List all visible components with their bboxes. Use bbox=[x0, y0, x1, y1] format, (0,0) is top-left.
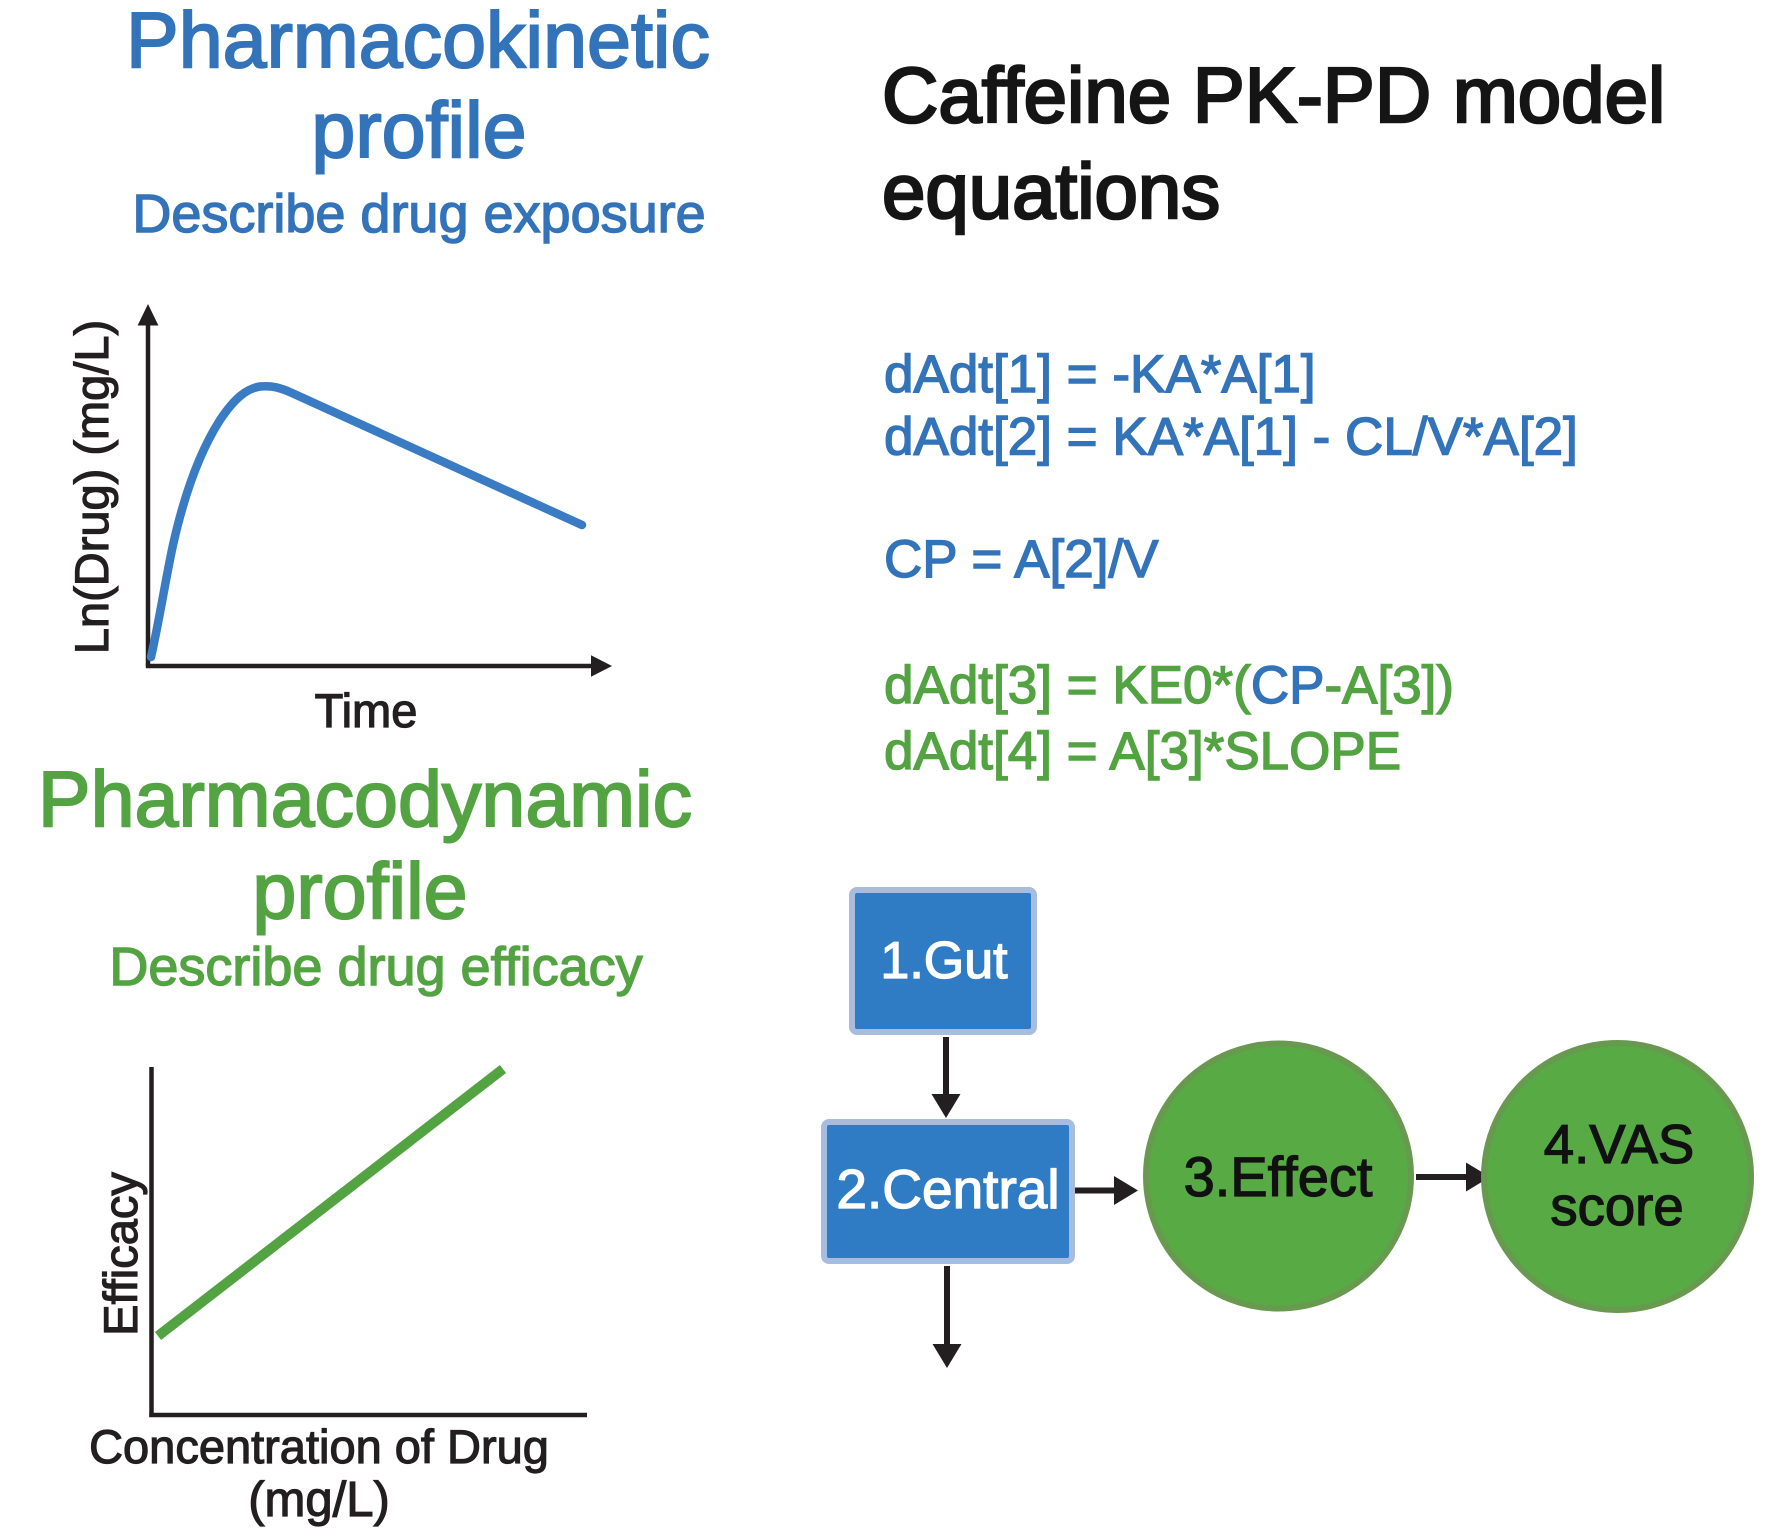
svg-text:equations: equations bbox=[882, 147, 1220, 235]
svg-text:dAdt[1] = -KA*A[1]: dAdt[1] = -KA*A[1] bbox=[884, 345, 1316, 404]
svg-text:Describe drug efficacy: Describe drug efficacy bbox=[109, 937, 642, 997]
svg-text:1.Gut: 1.Gut bbox=[880, 932, 1008, 990]
svg-text:Efficacy: Efficacy bbox=[94, 1172, 147, 1336]
svg-text:CP = A[2]/V: CP = A[2]/V bbox=[884, 530, 1159, 589]
svg-text:dAdt[2] = KA*A[1] - CL/V*A[2]: dAdt[2] = KA*A[1] - CL/V*A[2] bbox=[884, 408, 1578, 467]
svg-text:score: score bbox=[1550, 1176, 1683, 1237]
svg-text:Caffeine PK-PD model: Caffeine PK-PD model bbox=[882, 51, 1665, 139]
svg-text:dAdt[4] = A[3]*SLOPE: dAdt[4] = A[3]*SLOPE bbox=[884, 722, 1401, 781]
svg-text:dAdt[3] = KE0*(CP-A[3]): dAdt[3] = KE0*(CP-A[3]) bbox=[884, 656, 1454, 715]
svg-text:3.Effect: 3.Effect bbox=[1184, 1145, 1373, 1208]
svg-text:(mg/L): (mg/L) bbox=[248, 1473, 390, 1527]
svg-text:Time: Time bbox=[315, 684, 418, 737]
svg-text:Describe drug exposure: Describe drug exposure bbox=[132, 184, 705, 244]
svg-text:4.VAS: 4.VAS bbox=[1544, 1114, 1694, 1175]
svg-text:profile: profile bbox=[252, 846, 467, 935]
svg-text:Pharmacokinetic: Pharmacokinetic bbox=[126, 0, 710, 84]
svg-text:2.Central: 2.Central bbox=[836, 1158, 1059, 1220]
svg-text:Concentration of Drug: Concentration of Drug bbox=[89, 1420, 549, 1473]
svg-text:Ln(Drug) (mg/L): Ln(Drug) (mg/L) bbox=[65, 320, 118, 654]
svg-text:Pharmacodynamic: Pharmacodynamic bbox=[38, 754, 692, 843]
svg-text:profile: profile bbox=[311, 85, 526, 174]
